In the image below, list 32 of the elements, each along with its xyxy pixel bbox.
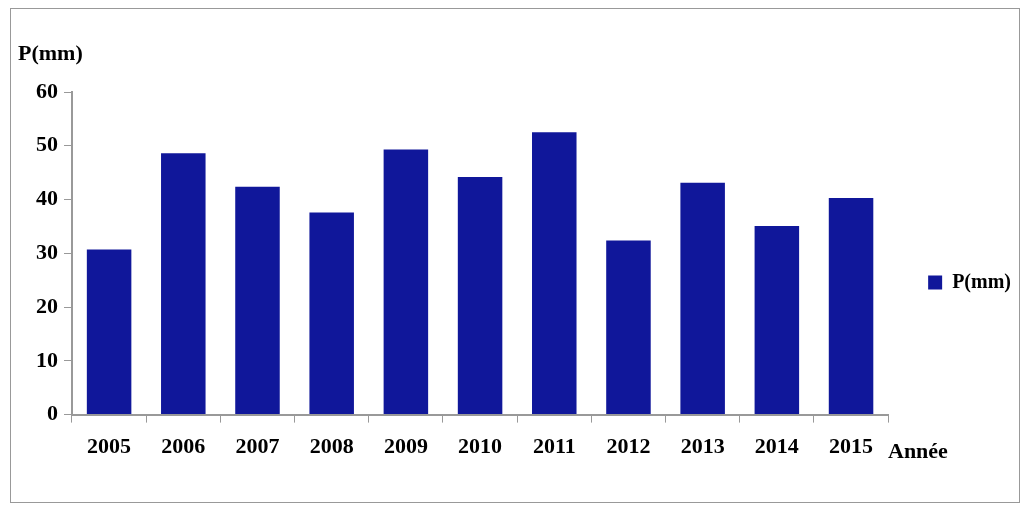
bar <box>754 225 800 415</box>
bar <box>680 182 725 415</box>
bar <box>383 149 429 415</box>
bar <box>532 132 577 415</box>
x-tick-label: 2015 <box>829 433 874 459</box>
bar <box>235 186 280 415</box>
y-tick-label: 60 <box>36 77 58 103</box>
x-tick-label: 2008 <box>309 433 354 459</box>
y-tick-label: 10 <box>36 346 58 372</box>
bar <box>161 153 206 415</box>
x-tick-label: 2014 <box>754 433 799 459</box>
legend-label: P(mm) <box>952 269 1011 293</box>
bar <box>86 249 132 415</box>
bar <box>309 212 354 415</box>
bar <box>828 197 874 415</box>
x-tick-label: 2009 <box>383 433 428 459</box>
bar <box>457 176 503 415</box>
x-tick-label: 2007 <box>235 433 280 459</box>
y-tick-label: 30 <box>36 238 58 264</box>
x-tick-label: 2010 <box>458 433 503 459</box>
x-axis-title: Année <box>888 438 948 464</box>
x-tick-label: 2006 <box>161 433 206 459</box>
x-tick-label: 2005 <box>87 433 132 459</box>
y-tick-label: 40 <box>36 185 58 211</box>
y-tick-label: 0 <box>47 400 58 426</box>
x-tick-label: 2011 <box>532 433 576 459</box>
bar <box>606 240 651 415</box>
y-tick-label: 50 <box>36 131 58 157</box>
x-tick-label: 2012 <box>606 433 651 459</box>
y-tick-label: 20 <box>36 292 58 318</box>
x-tick-label: 2013 <box>680 433 725 459</box>
y-axis-title: P(mm) <box>18 40 83 66</box>
